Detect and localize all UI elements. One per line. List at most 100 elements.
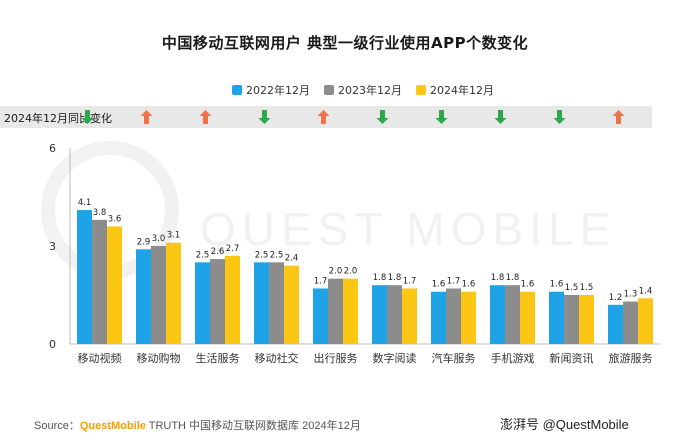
bar-value-label: 2.6 [211,247,225,257]
bar [92,219,107,344]
bar-value-label: 1.8 [491,273,505,283]
arrow-up-icon [199,110,212,124]
bar [623,301,638,344]
bar [151,246,166,344]
bar-value-label: 2.5 [196,250,210,260]
bar-value-label: 3.0 [152,234,166,244]
bar [490,285,505,344]
bar-value-label: 2.0 [329,267,343,277]
bar [225,255,240,344]
bar-value-label: 1.4 [639,286,653,296]
bar-value-label: 1.5 [580,283,594,293]
bar-value-label: 1.6 [432,280,446,290]
x-tick-label: 移动购物 [137,351,181,365]
bar-value-label: 2.9 [137,237,151,247]
bar [505,285,520,344]
bar [608,304,623,344]
y-tick-label: 0 [49,338,56,351]
bar-value-label: 2.5 [255,250,269,260]
watermark: 澎湃号 @QuestMobile [500,417,629,432]
bar-value-label: 1.8 [388,273,402,283]
x-tick-label: 汽车服务 [432,351,476,365]
arrow-up-icon [140,110,153,124]
bar [166,242,181,344]
x-tick-label: 旅游服务 [609,351,653,365]
legend-label-2022: 2022年12月 [246,84,310,97]
background-logo-text: QUEST MOBILE [200,203,616,255]
bar [254,262,269,344]
legend-item-2023: 2023年12月 [324,82,402,98]
x-tick-label: 数字阅读 [373,351,417,365]
arrow-down-icon [81,110,94,124]
bar [136,249,151,344]
bar [313,288,328,344]
arrow-down-icon [494,110,507,124]
legend-swatch-2023 [324,85,334,95]
background-logo-mark: QUEST MOBILE [41,141,616,279]
bar [387,285,402,344]
bar [77,210,92,344]
bar-value-label: 3.1 [167,231,181,241]
bar [402,288,417,344]
bar [372,285,387,344]
bar [446,288,461,344]
source-rest: TRUTH 中国移动互联网数据库 2024年12月 [145,420,361,432]
arrow-down-icon [435,110,448,124]
bar [195,262,210,344]
bar [210,259,225,344]
bar-value-label: 1.2 [609,293,623,303]
bar-value-label: 1.7 [314,276,328,286]
chart-title: 中国移动互联网用户 典型一级行业使用APP个数变化 [161,34,529,52]
legend-item-2022: 2022年12月 [232,82,310,98]
bar-value-label: 1.5 [565,283,579,293]
bar [579,295,594,344]
bar [328,278,343,344]
arrow-down-icon [553,110,566,124]
bar-value-label: 1.8 [506,273,520,283]
source-prefix: Source： [34,420,80,432]
arrow-down-icon [258,110,271,124]
bar-value-label: 1.6 [550,280,564,290]
y-tick-label: 6 [49,142,56,155]
bar [343,278,358,344]
legend-label-2024: 2024年12月 [430,84,494,97]
legend-item-2024: 2024年12月 [416,82,494,98]
arrow-up-icon [317,110,330,124]
source-note: Source：QuestMobile TRUTH 中国移动互联网数据库 2024… [34,417,361,433]
legend-swatch-2022 [232,85,242,95]
bar [638,298,653,344]
bar-value-label: 2.0 [344,267,358,277]
x-tick-label: 新闻资讯 [550,351,594,365]
bar-value-label: 2.5 [270,250,284,260]
bar-value-label: 1.3 [624,290,638,300]
bar [549,291,564,344]
x-tick-label: 手机游戏 [491,351,535,365]
bar [431,291,446,344]
bar-value-label: 2.4 [285,254,299,264]
y-tick-label: 3 [49,240,56,253]
bar-value-label: 3.8 [93,208,107,218]
legend-label-2023: 2023年12月 [338,84,402,97]
legend: 2022年12月 2023年12月 2024年12月 [232,82,494,98]
arrow-up-icon [612,110,625,124]
bar-value-label: 1.7 [447,276,461,286]
bar [564,295,579,344]
bar-value-label: 4.1 [78,198,92,208]
bar-value-label: 1.6 [521,280,535,290]
x-tick-label: 出行服务 [314,351,358,365]
bar [520,291,535,344]
bar [269,262,284,344]
bar-value-label: 2.7 [226,244,240,254]
bar [107,226,122,344]
x-tick-label: 生活服务 [196,351,240,365]
bar-value-label: 1.8 [373,273,387,283]
x-tick-label: 移动社交 [255,351,299,365]
x-tick-label: 移动视频 [78,351,122,365]
source-brand: QuestMobile [79,420,146,432]
bar-value-label: 1.6 [462,280,476,290]
bar [461,291,476,344]
bar-value-label: 3.6 [108,214,122,224]
legend-swatch-2024 [416,85,426,95]
bar [284,265,299,344]
